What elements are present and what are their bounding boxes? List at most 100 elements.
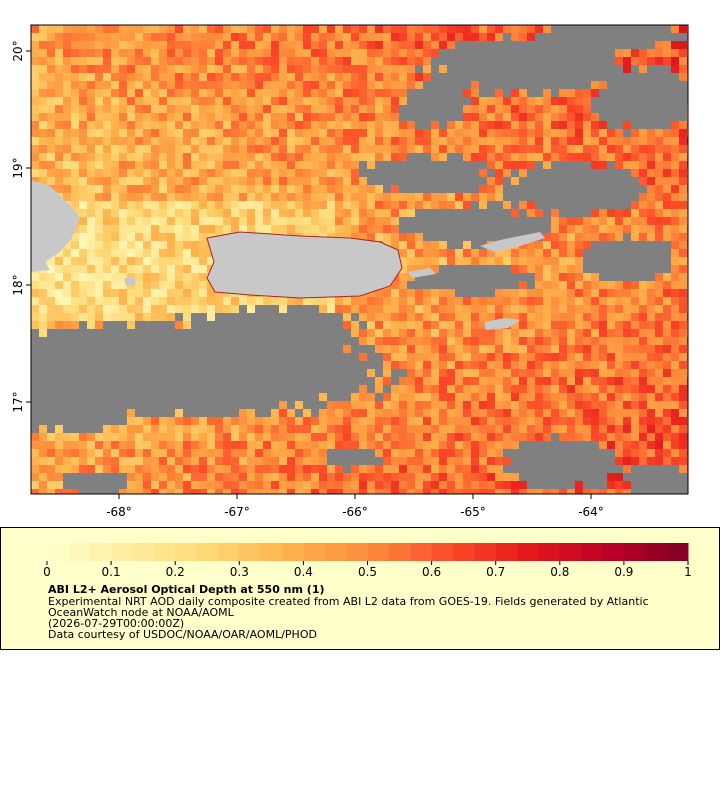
cloud-cell — [503, 233, 511, 241]
aod-cell — [599, 297, 607, 305]
aod-cell — [87, 265, 95, 273]
aod-cell — [391, 465, 399, 473]
aod-cell — [391, 345, 399, 353]
aod-cell — [143, 433, 151, 441]
aod-cell — [47, 169, 55, 177]
aod-cell — [335, 129, 343, 137]
aod-cell — [135, 425, 143, 433]
aod-cell — [415, 401, 423, 409]
aod-cell — [559, 129, 567, 137]
aod-cell — [199, 81, 207, 89]
cloud-cell — [671, 105, 679, 113]
aod-cell — [183, 57, 191, 65]
aod-cell — [527, 401, 535, 409]
aod-cell — [415, 409, 423, 417]
cloud-cell — [623, 241, 631, 249]
aod-cell — [615, 401, 623, 409]
aod-cell — [191, 73, 199, 81]
cloud-cell — [527, 41, 535, 49]
colorbar-step — [175, 543, 198, 561]
aod-cell — [303, 73, 311, 81]
aod-cell — [103, 433, 111, 441]
cloud-cell — [255, 385, 263, 393]
aod-cell — [367, 209, 375, 217]
aod-cell — [311, 129, 319, 137]
aod-cell — [151, 233, 159, 241]
aod-cell — [55, 281, 63, 289]
aod-cell — [407, 49, 415, 57]
cloud-cell — [607, 81, 615, 89]
aod-cell — [183, 281, 191, 289]
aod-cell — [239, 201, 247, 209]
aod-cell — [519, 433, 527, 441]
cloud-cell — [103, 345, 111, 353]
aod-cell — [303, 97, 311, 105]
aod-cell — [583, 337, 591, 345]
cloud-cell — [207, 393, 215, 401]
aod-cell — [599, 289, 607, 297]
cloud-cell — [239, 337, 247, 345]
aod-cell — [191, 169, 199, 177]
aod-cell — [319, 49, 327, 57]
aod-cell — [167, 73, 175, 81]
aod-cell — [255, 169, 263, 177]
aod-cell — [71, 441, 79, 449]
aod-cell — [79, 313, 87, 321]
cloud-cell — [599, 185, 607, 193]
cloud-cell — [119, 473, 127, 481]
aod-cell — [263, 473, 271, 481]
cloud-cell — [551, 73, 559, 81]
cloud-cell — [271, 401, 279, 409]
aod-cell — [231, 81, 239, 89]
cloud-cell — [479, 81, 487, 89]
aod-cell — [503, 433, 511, 441]
aod-cell — [71, 289, 79, 297]
cloud-cell — [367, 169, 375, 177]
aod-cell — [455, 425, 463, 433]
cloud-cell — [599, 457, 607, 465]
aod-cell — [327, 105, 335, 113]
aod-cell — [255, 193, 263, 201]
aod-cell — [263, 41, 271, 49]
aod-cell — [511, 481, 519, 489]
aod-cell — [279, 225, 287, 233]
aod-cell — [359, 409, 367, 417]
aod-cell — [671, 161, 679, 169]
aod-cell — [335, 137, 343, 145]
aod-cell — [343, 441, 351, 449]
aod-cell — [199, 233, 207, 241]
aod-cell — [159, 289, 167, 297]
cloud-cell — [423, 105, 431, 113]
aod-cell — [271, 409, 279, 417]
cloud-cell — [247, 369, 255, 377]
aod-cell — [503, 129, 511, 137]
cloud-cell — [639, 97, 647, 105]
aod-cell — [359, 425, 367, 433]
aod-cell — [567, 145, 575, 153]
aod-cell — [679, 273, 687, 281]
cloud-cell — [239, 329, 247, 337]
aod-cell — [415, 129, 423, 137]
aod-cell — [415, 465, 423, 473]
aod-cell — [623, 449, 631, 457]
aod-cell — [615, 313, 623, 321]
aod-cell — [71, 41, 79, 49]
aod-cell — [151, 241, 159, 249]
aod-cell — [455, 361, 463, 369]
aod-cell — [407, 473, 415, 481]
aod-cell — [375, 49, 383, 57]
aod-cell — [271, 89, 279, 97]
aod-cell — [79, 305, 87, 313]
cloud-cell — [303, 337, 311, 345]
aod-cell — [31, 297, 39, 305]
cloud-cell — [647, 465, 655, 473]
aod-cell — [303, 33, 311, 41]
cloud-cell — [455, 209, 463, 217]
cloud-cell — [55, 353, 63, 361]
cloud-cell — [111, 489, 119, 494]
cloud-cell — [375, 169, 383, 177]
aod-cell — [647, 433, 655, 441]
aod-cell — [591, 225, 599, 233]
colorbar-step — [68, 543, 91, 561]
aod-cell — [103, 65, 111, 73]
